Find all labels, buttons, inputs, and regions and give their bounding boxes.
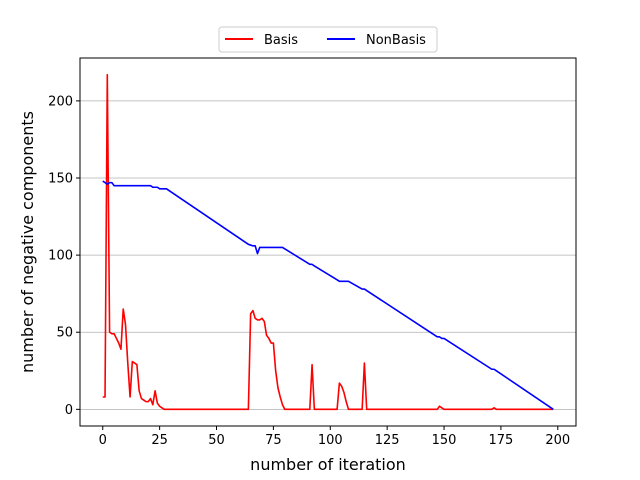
x-tick-label-125: 125 — [375, 433, 400, 448]
legend-label-nonbasis: NonBasis — [366, 33, 426, 48]
x-axis-label: number of iteration — [250, 455, 406, 474]
x-tick-label-50: 50 — [208, 433, 225, 448]
plot-frame — [79, 57, 577, 427]
x-tick-label-0: 0 — [99, 433, 107, 448]
x-tick-label-150: 150 — [432, 433, 457, 448]
series-line-nonbasis — [102, 180, 554, 411]
y-tick-label-50: 50 — [56, 326, 73, 341]
y-tick-label-150: 150 — [48, 171, 73, 186]
x-tick-label-200: 200 — [545, 433, 570, 448]
y-tick-label-100: 100 — [48, 249, 73, 264]
x-tick-label-100: 100 — [318, 433, 343, 448]
y-tick-label-0: 0 — [65, 403, 73, 418]
x-axis: 0 25 50 75 100 125 150 175 200 — [99, 426, 570, 448]
series-line-basis — [102, 73, 554, 411]
y-axis-label: number of negative components — [18, 111, 37, 373]
x-tick-label-175: 175 — [489, 433, 514, 448]
y-axis: 0 50 100 150 200 — [48, 94, 80, 418]
y-tick-label-200: 200 — [48, 94, 73, 109]
x-tick-label-75: 75 — [265, 433, 282, 448]
grid-lines — [80, 100, 576, 410]
legend: Basis NonBasis — [218, 26, 438, 53]
series-lines — [102, 73, 554, 411]
legend-label-basis: Basis — [264, 33, 298, 48]
x-tick-label-25: 25 — [151, 433, 168, 448]
